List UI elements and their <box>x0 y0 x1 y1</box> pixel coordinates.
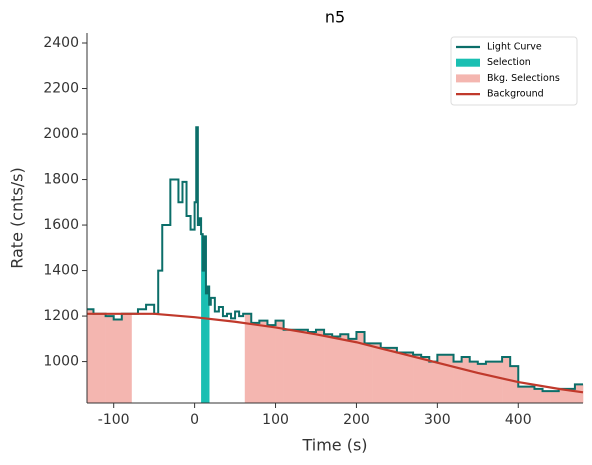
selection-fill <box>324 334 333 403</box>
x-tick-label: 100 <box>262 412 289 428</box>
y-tick-label: 1200 <box>43 308 79 324</box>
selection-fill <box>477 363 487 403</box>
selection-fill <box>469 361 479 403</box>
selection-fill <box>510 366 519 403</box>
x-tick-label: -100 <box>98 412 130 428</box>
selection-fill <box>259 320 268 403</box>
selection-fill <box>388 347 398 403</box>
selection-fill <box>205 293 208 403</box>
x-tick-label: 0 <box>190 412 199 428</box>
selection-fill <box>93 313 106 403</box>
selection-fill <box>404 352 414 403</box>
selection-fill <box>574 384 584 403</box>
legend-swatch <box>456 74 480 83</box>
selection-fill <box>332 336 341 403</box>
selection-fill <box>291 329 301 403</box>
x-axis-label: Time (s) <box>301 436 367 455</box>
y-tick-label: 2400 <box>43 35 79 51</box>
selection-fill <box>348 338 357 403</box>
selection-fill <box>364 343 373 403</box>
selection-fill <box>372 343 382 403</box>
selection-fill <box>413 354 422 403</box>
y-tick-label: 1600 <box>43 217 79 233</box>
selection-fill <box>267 325 276 403</box>
selection-fill <box>202 270 205 403</box>
selection-fill <box>315 329 325 403</box>
x-tick-label: 300 <box>424 412 451 428</box>
selection-fill <box>299 329 309 403</box>
legend-label: Selection <box>487 57 531 68</box>
legend-label: Background <box>487 89 544 100</box>
legend-box <box>450 36 578 106</box>
y-tick-label: 2000 <box>43 126 79 142</box>
selection-fill <box>275 320 284 403</box>
selection-fill <box>356 332 365 403</box>
selection-fill <box>307 332 317 403</box>
selection-fill <box>204 236 207 403</box>
selection-fill <box>340 334 349 403</box>
y-tick-label: 1000 <box>43 354 79 370</box>
selection-fill <box>485 361 495 403</box>
selection-fill <box>380 347 390 403</box>
selection-fill <box>113 319 123 403</box>
selection-fill <box>566 388 576 403</box>
selection-fill <box>558 388 568 403</box>
selection-fill <box>534 388 543 403</box>
selection-fill <box>445 354 454 403</box>
selection-fill <box>518 386 527 403</box>
selection-fill <box>251 322 260 403</box>
legend-label: Bkg. Selections <box>487 73 560 84</box>
selection-fill <box>121 313 131 403</box>
x-tick-label: 400 <box>505 412 532 428</box>
selection-fill <box>421 357 430 403</box>
legend-label: Light Curve <box>487 42 542 53</box>
y-tick-label: 1800 <box>43 172 79 188</box>
selection-fill <box>493 361 503 403</box>
y-tick-label: 2200 <box>43 81 79 97</box>
selection-fill <box>396 352 406 403</box>
legend-swatch <box>456 58 480 67</box>
selection-fill <box>105 316 115 403</box>
selection-fill <box>526 386 535 403</box>
background-curve <box>87 312 584 394</box>
selection-fill <box>207 286 210 403</box>
selection-fill <box>283 329 293 403</box>
y-axis-label: Rate (cnts/s) <box>8 167 27 269</box>
selection-fill <box>244 313 252 403</box>
selection-fill <box>437 354 446 403</box>
selection-fill <box>87 309 94 403</box>
chart-title: n5 <box>325 8 345 27</box>
selection-fill <box>461 357 471 403</box>
y-tick-label: 1400 <box>43 263 79 279</box>
selection-fill <box>550 391 560 403</box>
selection-fill <box>429 361 438 403</box>
selection-fill <box>542 391 551 403</box>
x-tick-label: 200 <box>343 412 370 428</box>
selection-fill <box>129 313 132 403</box>
light-curve <box>87 126 583 393</box>
selection-fill <box>453 361 462 403</box>
